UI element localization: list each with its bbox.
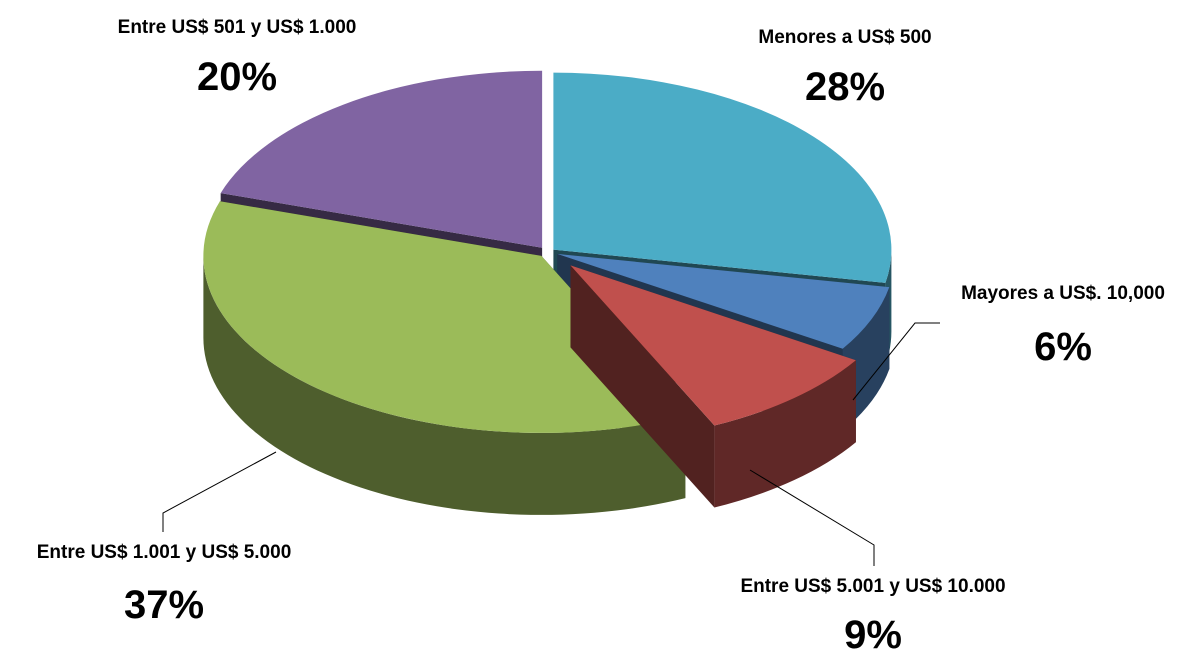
pie-slice-top-0 bbox=[553, 72, 892, 283]
slice-value-label-2: 9% bbox=[844, 613, 902, 651]
slice-value-label-3: 37% bbox=[124, 583, 204, 627]
pie-slice-top-1 bbox=[557, 253, 890, 349]
slice-value-label-4: 20% bbox=[197, 55, 277, 99]
slice-category-label-2: Entre US$ 5.001 y US$ 10.000 bbox=[740, 576, 1005, 597]
pie-slice-side-2 bbox=[714, 360, 856, 508]
slice-category-label-4: Entre US$ 501 y US$ 1.000 bbox=[118, 17, 357, 38]
slice-category-label-0: Menores a US$ 500 bbox=[758, 27, 931, 48]
slice-category-label-3: Entre US$ 1.001 y US$ 5.000 bbox=[37, 542, 292, 563]
leader-line-2 bbox=[749, 469, 875, 566]
pie-slice-top-4 bbox=[220, 70, 543, 248]
slice-value-label-0: 28% bbox=[805, 65, 885, 109]
pie-slice-3 bbox=[203, 201, 686, 515]
pie-slice-wall-2-1 bbox=[570, 265, 715, 508]
pie-slice-top-3 bbox=[203, 201, 686, 433]
pie-slice-side-3 bbox=[203, 255, 686, 515]
pie-slice-top-2 bbox=[570, 265, 856, 426]
leader-line-3 bbox=[162, 451, 277, 532]
leader-line-1 bbox=[852, 322, 940, 401]
pie-slice-2 bbox=[570, 265, 856, 508]
slice-category-label-1: Mayores a US$. 10,000 bbox=[961, 283, 1165, 304]
slice-value-label-1: 6% bbox=[1034, 325, 1092, 369]
